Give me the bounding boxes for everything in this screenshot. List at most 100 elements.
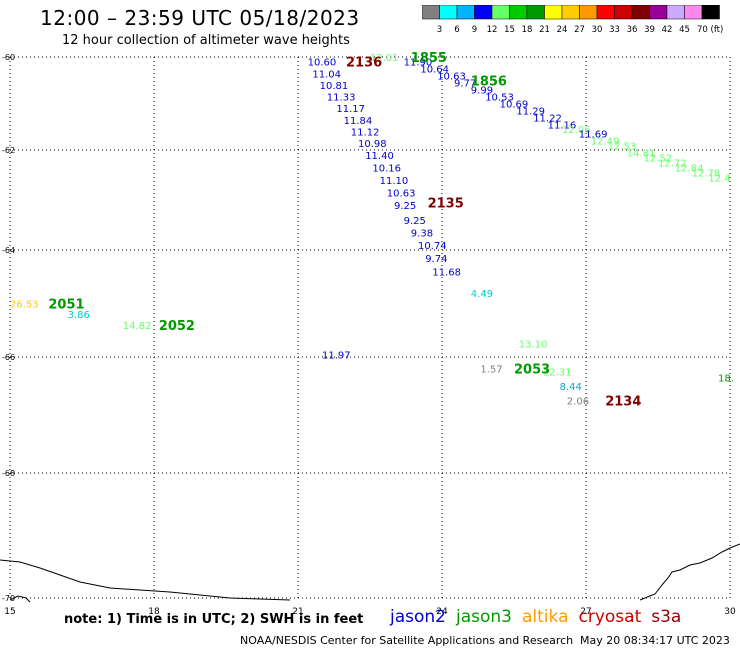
lat-lon-grid (9, 56, 731, 599)
lon-tick-label: 27 (580, 607, 591, 617)
wave-height-value: 2.06 (567, 397, 589, 408)
wave-height-value: 12.84 (675, 164, 704, 175)
colorbar-label: 21 (539, 25, 550, 35)
orbit-pass-number: 1855 (411, 51, 447, 66)
colorbar-label: 42 (662, 25, 673, 35)
coastline-west (0, 559, 291, 601)
wave-height-value: 10.69 (500, 100, 529, 111)
wave-height-value: 11.69 (579, 130, 608, 141)
orbit-pass-number: 2051 (48, 298, 84, 313)
lon-tick-label: 21 (292, 607, 303, 617)
wave-height-value: 10.60 (308, 58, 337, 69)
colorbar-label: 24 (557, 25, 568, 35)
orbit-pass-number: 1856 (471, 74, 507, 89)
orbit-pass-number: 2053 (514, 363, 550, 378)
lat-tick-label: -68 (2, 469, 15, 478)
wave-height-observations: 10.6011.0410.8111.3311.1711.8411.1210.98… (10, 53, 734, 408)
legend-altika: altika (522, 607, 569, 627)
wave-height-value: 11.16 (548, 120, 577, 131)
colorbar-label: 70 (ft) (697, 25, 723, 35)
wave-height-value: 11.40 (365, 151, 394, 162)
colorbar-label: 36 (627, 25, 638, 35)
axis-labels: 15 18 21 24 27 30 -60 -62 -64 -66 -68 -70 (2, 53, 736, 617)
wave-height-value: 12.4 (708, 174, 730, 185)
wave-height-value: 10.98 (358, 139, 387, 150)
wave-height-value: 26.53 (10, 300, 39, 311)
colorbar-label: 3 (437, 25, 442, 35)
legend-jason3: jason3 (456, 607, 512, 627)
coastline-east (639, 543, 740, 601)
orbit-pass-number: 2135 (428, 197, 464, 212)
wave-height-value: 1.57 (480, 365, 502, 376)
wave-height-value: 18. (718, 373, 734, 384)
wave-height-value: 11.90 (404, 58, 433, 69)
wave-height-value: 9.38 (411, 229, 433, 240)
wave-height-value: 11.33 (327, 93, 356, 104)
wave-height-value: 8.44 (560, 382, 582, 393)
lat-tick-label: -66 (2, 353, 15, 362)
lon-tick-label: 30 (724, 607, 736, 617)
wave-height-value: 10.53 (485, 93, 514, 104)
wave-height-value: 9.74 (425, 254, 447, 265)
wave-height-value: 10.63 (437, 72, 466, 83)
lat-tick-label: -70 (2, 594, 15, 603)
wave-height-value: 12.72 (658, 159, 687, 170)
wave-height-value: 10.81 (320, 81, 349, 92)
colorbar-label: 18 (522, 25, 533, 35)
wave-height-value: 9.25 (394, 201, 416, 212)
colorbar-swatch (701, 5, 720, 20)
footer-note: note: 1) Time is in UTC; 2) SWH is in fe… (64, 612, 364, 627)
legend-s3a: s3a (651, 607, 682, 627)
colorbar-label: 15 (504, 25, 515, 35)
lon-tick-label: 15 (4, 607, 15, 617)
wave-height-value: 11.68 (432, 267, 461, 278)
wave-height-value: 13.10 (519, 340, 548, 351)
colorbar-label: 6 (454, 25, 459, 35)
wave-height-value: 10.63 (387, 189, 416, 200)
colorbar-label: 45 (679, 25, 690, 35)
wave-height-value: 12.06 (562, 125, 591, 136)
wave-height-value: 3.86 (68, 310, 90, 321)
map-subtitle: 12 hour collection of altimeter wave hei… (62, 33, 350, 48)
lat-tick-label: -60 (2, 53, 15, 62)
satellite-legend: jason2 jason3 altika cryosat s3a (390, 607, 691, 627)
wave-height-value: 11.97 (322, 350, 351, 361)
wave-height-value: 12.52 (644, 154, 673, 165)
colorbar-label: 33 (609, 25, 620, 35)
legend-cryosat: cryosat (578, 607, 642, 627)
lat-tick-label: -64 (2, 246, 15, 255)
legend-jason2: jason2 (390, 607, 446, 627)
wave-height-value: 14.81 (627, 149, 656, 160)
wave-height-value: 12.31 (543, 368, 572, 379)
wave-height-value: 11.10 (380, 176, 409, 187)
orbit-pass-number: 2136 (346, 56, 382, 71)
wave-height-value: 11.12 (351, 127, 380, 138)
orbit-pass-number: 2134 (605, 395, 641, 410)
generated-timestamp: May 20 08:34:17 UTC 2023 (580, 634, 730, 647)
wave-height-value: 10.64 (420, 65, 449, 76)
coastline-notch (9, 595, 31, 603)
wave-height-colorbar: 3 6 9 12 15 18 21 24 27 30 33 36 39 42 45 70 (ft) (422, 5, 723, 35)
colorbar-label: 30 (592, 25, 603, 35)
wave-height-value: 12.78 (692, 169, 721, 180)
lat-tick-label: -62 (2, 146, 15, 155)
orbit-pass-number: 2052 (159, 319, 195, 334)
lon-tick-label: 24 (436, 607, 448, 617)
map-title: 12:00 – 23:59 UTC 05/18/2023 (40, 6, 360, 30)
wave-height-value: 12.01 (370, 53, 399, 64)
wave-height-value: 11.84 (344, 116, 373, 127)
wave-height-value: 9.77 (454, 79, 476, 90)
colorbar-label: 9 (472, 25, 477, 35)
wave-height-value: 11.04 (312, 69, 341, 80)
antarctic-coastline (0, 543, 740, 603)
wave-height-value: 9.99 (471, 86, 493, 97)
wave-height-value: 4.49 (471, 289, 493, 300)
wave-height-value: 10.74 (418, 241, 447, 252)
wave-height-value: 12.53 (608, 141, 637, 152)
colorbar-label: 27 (574, 25, 585, 35)
wave-height-value: 12.49 (591, 137, 620, 148)
credit-line: NOAA/NESDIS Center for Satellite Applica… (240, 634, 574, 647)
wave-height-value: 14.82 (123, 321, 152, 332)
colorbar-label: 12 (487, 25, 498, 35)
